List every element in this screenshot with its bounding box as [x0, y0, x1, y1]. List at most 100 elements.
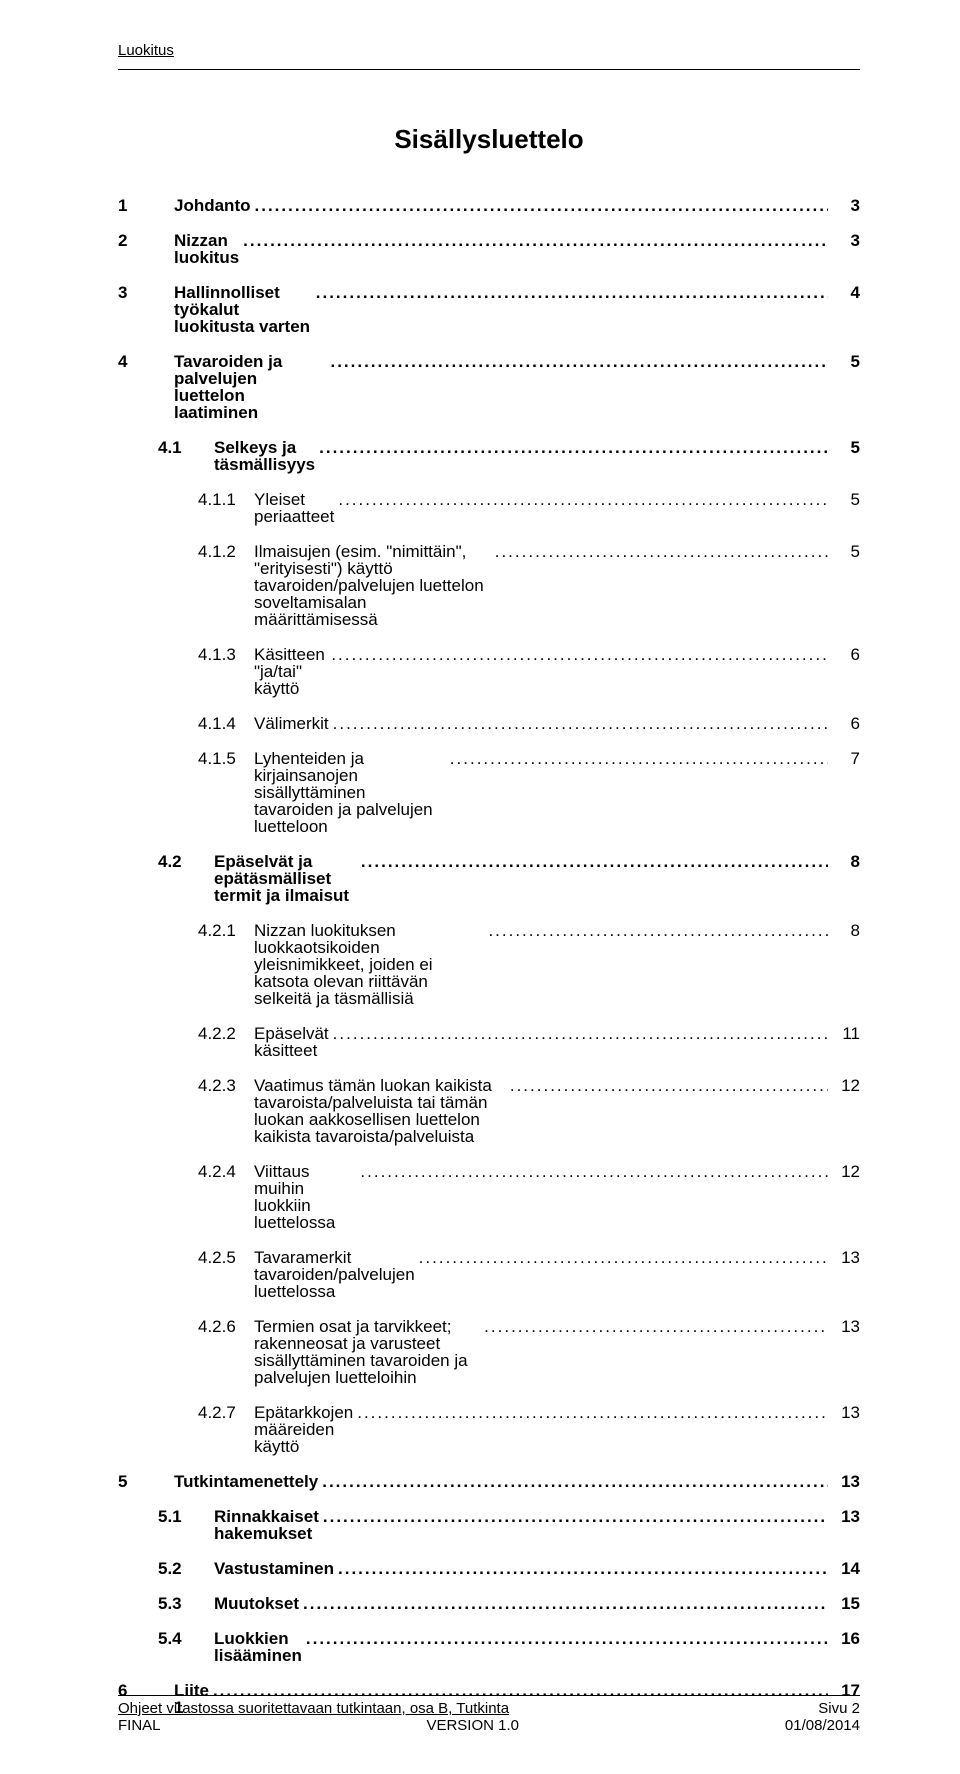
toc-entry: 4.1.3Käsitteen "ja/tai" käyttö6 [198, 646, 860, 697]
toc-leader-dots [323, 1508, 828, 1525]
toc-entry-label: Selkeys ja täsmällisyys [214, 439, 315, 473]
toc-entry-page: 4 [832, 284, 860, 301]
toc-leader-dots [330, 353, 828, 370]
toc-entry: 1Johdanto3 [118, 197, 860, 214]
toc-leader-dots [331, 646, 828, 663]
toc-leader-dots [361, 853, 828, 870]
document-page: Luokitus Sisällysluettelo 1Johdanto32Niz… [0, 0, 960, 1774]
toc-entry-number: 4.2.6 [198, 1318, 254, 1335]
toc-leader-dots [333, 715, 828, 732]
toc-entry-page: 3 [832, 232, 860, 249]
table-of-contents: 1Johdanto32Nizzan luokitus33Hallinnollis… [118, 197, 860, 1716]
toc-leader-dots [338, 491, 828, 508]
toc-entry-number: 3 [118, 284, 174, 301]
toc-entry-label: Tavaramerkit tavaroiden/palvelujen luett… [254, 1249, 415, 1300]
toc-leader-dots [338, 1560, 828, 1577]
footer-right-2: 01/08/2014 [785, 1717, 860, 1734]
toc-entry-page: 5 [832, 353, 860, 370]
toc-entry-label: Tavaroiden ja palvelujen luettelon laati… [174, 353, 326, 421]
toc-entry-number: 4.2.2 [198, 1025, 254, 1042]
toc-entry: 5.3Muutokset 15 [158, 1595, 860, 1612]
toc-entry-label: Nizzan luokitus [174, 232, 239, 266]
toc-entry: 4.1.4Välimerkit 6 [198, 715, 860, 732]
toc-entry-number: 5.1 [158, 1508, 214, 1525]
toc-entry: 4.1.2Ilmaisujen (esim. "nimittäin", "eri… [198, 543, 860, 628]
toc-entry-label: Nizzan luokituksen luokkaotsikoiden ylei… [254, 922, 484, 1007]
toc-entry-number: 2 [118, 232, 174, 249]
toc-entry-number: 4.1.1 [198, 491, 254, 508]
toc-entry-number: 5.3 [158, 1595, 214, 1612]
toc-entry: 5.2Vastustaminen14 [158, 1560, 860, 1577]
toc-entry-label: Välimerkit [254, 715, 329, 732]
toc-entry-number: 4 [118, 353, 174, 370]
header-rule [118, 69, 860, 70]
toc-entry: 4.1.1Yleiset periaatteet5 [198, 491, 860, 525]
toc-entry: 4.2.2Epäselvät käsitteet 11 [198, 1025, 860, 1059]
toc-entry-number: 4.2 [158, 853, 214, 870]
toc-leader-dots [495, 543, 828, 560]
toc-entry: 3Hallinnolliset työkalut luokitusta vart… [118, 284, 860, 335]
toc-leader-dots [488, 922, 828, 939]
toc-leader-dots [319, 439, 828, 456]
toc-entry-page: 8 [832, 853, 860, 870]
toc-entry: 4.2.7Epätarkkojen määreiden käyttö13 [198, 1404, 860, 1455]
toc-entry-page: 5 [832, 491, 860, 508]
running-head: Luokitus [118, 42, 860, 59]
footer-center-2: VERSION 1.0 [169, 1717, 777, 1734]
toc-entry: 4.1.5Lyhenteiden ja kirjainsanojen sisäl… [198, 750, 860, 835]
footer-row-2: FINAL VERSION 1.0 01/08/2014 [118, 1717, 860, 1734]
toc-entry-label: Muutokset [214, 1595, 299, 1612]
toc-entry-label: Käsitteen "ja/tai" käyttö [254, 646, 327, 697]
toc-entry-label: Tutkintamenettely [174, 1473, 318, 1490]
toc-leader-dots [243, 232, 828, 249]
toc-entry-number: 1 [118, 197, 174, 214]
toc-leader-dots [316, 284, 828, 301]
toc-entry: 4Tavaroiden ja palvelujen luettelon laat… [118, 353, 860, 421]
toc-entry-page: 12 [832, 1077, 860, 1094]
toc-entry-number: 4.1.4 [198, 715, 254, 732]
page-footer: Ohjeet virastossa suoritettavaan tutkint… [118, 1695, 860, 1734]
toc-entry-label: Epäselvät ja epätäsmälliset termit ja il… [214, 853, 357, 904]
toc-leader-dots [322, 1473, 828, 1490]
toc-leader-dots [484, 1318, 828, 1335]
toc-entry-label: Lyhenteiden ja kirjainsanojen sisällyttä… [254, 750, 446, 835]
toc-entry-number: 4.1 [158, 439, 214, 456]
toc-leader-dots [306, 1630, 828, 1647]
toc-entry-label: Viittaus muihin luokkiin luettelossa [254, 1163, 356, 1231]
footer-row-1: Ohjeet virastossa suoritettavaan tutkint… [118, 1700, 860, 1717]
toc-entry-page: 11 [832, 1025, 860, 1042]
toc-leader-dots [360, 1163, 828, 1180]
toc-entry-label: Hallinnolliset työkalut luokitusta varte… [174, 284, 312, 335]
toc-entry-number: 5.2 [158, 1560, 214, 1577]
toc-leader-dots [450, 750, 828, 767]
footer-left-2: FINAL [118, 1717, 161, 1734]
footer-right-1: Sivu 2 [818, 1700, 860, 1717]
toc-entry: 5Tutkintamenettely 13 [118, 1473, 860, 1490]
toc-entry-number: 5 [118, 1473, 174, 1490]
toc-entry-label: Epäselvät käsitteet [254, 1025, 329, 1059]
toc-entry-number: 4.1.2 [198, 543, 254, 560]
toc-entry-page: 13 [832, 1249, 860, 1266]
toc-entry-page: 13 [832, 1404, 860, 1421]
toc-entry-page: 8 [832, 922, 860, 939]
toc-entry-label: Ilmaisujen (esim. "nimittäin", "erityise… [254, 543, 491, 628]
toc-entry-page: 12 [832, 1163, 860, 1180]
toc-entry-number: 4.2.5 [198, 1249, 254, 1266]
toc-entry: 4.2.5Tavaramerkit tavaroiden/palvelujen … [198, 1249, 860, 1300]
toc-entry: 5.1Rinnakkaiset hakemukset 13 [158, 1508, 860, 1542]
toc-entry-page: 13 [832, 1508, 860, 1525]
toc-entry-label: Termien osat ja tarvikkeet; rakenneosat … [254, 1318, 480, 1386]
toc-entry: 4.2.3Vaatimus tämän luokan kaikista tava… [198, 1077, 860, 1145]
toc-entry-page: 6 [832, 715, 860, 732]
toc-entry-page: 13 [832, 1473, 860, 1490]
toc-entry-label: Rinnakkaiset hakemukset [214, 1508, 319, 1542]
toc-entry-number: 4.2.3 [198, 1077, 254, 1094]
toc-entry-number: 4.2.4 [198, 1163, 254, 1180]
toc-entry-page: 15 [832, 1595, 860, 1612]
toc-entry: 4.1Selkeys ja täsmällisyys5 [158, 439, 860, 473]
toc-entry-page: 5 [832, 543, 860, 560]
toc-entry-page: 13 [832, 1318, 860, 1335]
document-title: Sisällysluettelo [118, 124, 860, 155]
footer-left-1: Ohjeet virastossa suoritettavaan tutkint… [118, 1700, 509, 1717]
toc-entry-label: Johdanto [174, 197, 251, 214]
